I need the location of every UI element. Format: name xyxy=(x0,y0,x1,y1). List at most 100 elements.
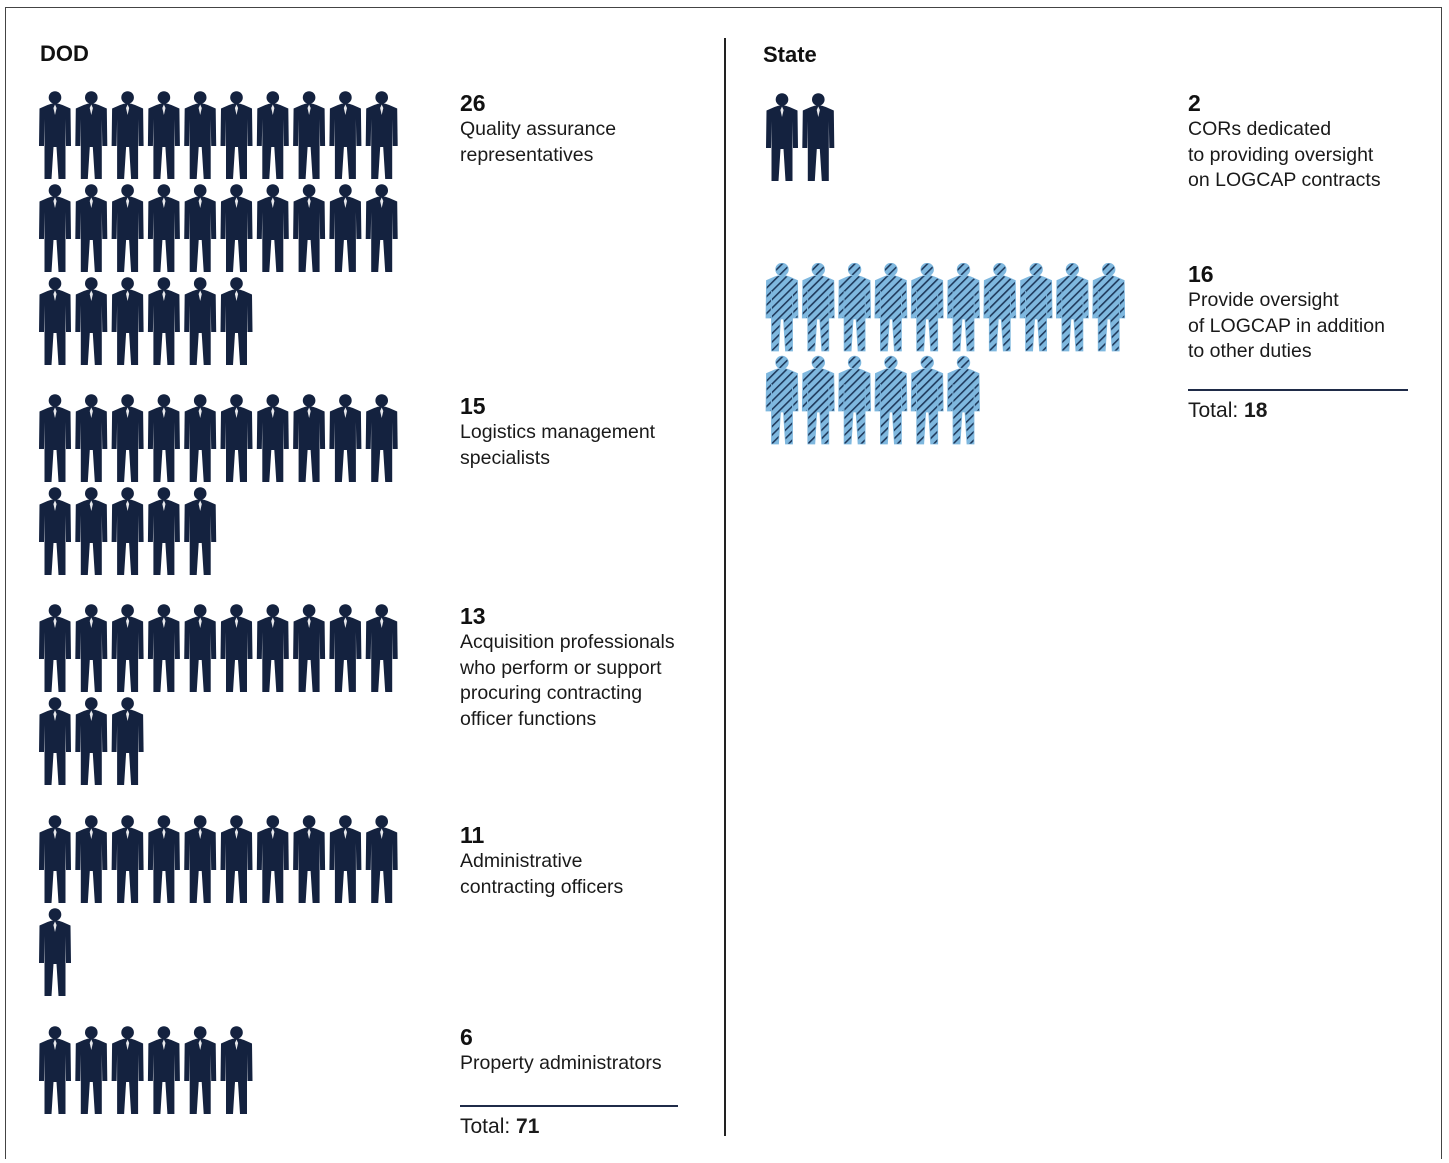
person-icon xyxy=(765,263,799,352)
person-icon xyxy=(220,394,253,482)
person-icon xyxy=(147,184,180,272)
person-icon xyxy=(39,277,71,365)
person-icon-grid xyxy=(39,815,398,996)
state-total-rule xyxy=(1188,389,1408,391)
dod-group-qa-legend: 26 Quality assurance representatives xyxy=(460,89,616,168)
person-icon xyxy=(147,604,180,692)
dod-total-value: 71 xyxy=(516,1115,540,1138)
person-icon xyxy=(293,91,326,179)
dod-group-acquisition-count: 13 xyxy=(460,603,486,629)
person-icon-grid xyxy=(766,93,835,181)
person-icon xyxy=(75,815,108,903)
person-icon xyxy=(39,91,71,179)
person-icon xyxy=(947,355,980,445)
person-icon xyxy=(329,184,362,272)
person-icon xyxy=(220,277,253,365)
person-icon xyxy=(111,1026,144,1114)
dod-group-logistics-label: Logistics management specialists xyxy=(460,421,656,469)
person-icon xyxy=(75,487,108,575)
dod-group-qa-icons xyxy=(38,91,399,367)
state-group-cors-count: 2 xyxy=(1188,90,1201,116)
person-icon xyxy=(184,1026,217,1114)
dod-group-aco-label: Administrative contracting officers xyxy=(460,850,624,898)
person-icon xyxy=(147,277,180,365)
column-divider xyxy=(724,38,726,1136)
person-icon xyxy=(910,263,944,352)
dod-group-aco-legend: 11 Administrative contracting officers xyxy=(460,821,623,900)
state-total-label: Total: xyxy=(1188,399,1239,422)
dod-group-property-count: 6 xyxy=(460,1024,473,1050)
person-icon xyxy=(147,394,180,482)
person-icon xyxy=(293,394,326,482)
person-icon xyxy=(147,1026,180,1114)
person-icon xyxy=(801,355,835,445)
person-icon xyxy=(111,697,144,785)
person-icon xyxy=(111,91,144,179)
person-icon xyxy=(184,184,217,272)
person-icon xyxy=(111,815,144,903)
person-icon xyxy=(147,91,180,179)
dod-title: DOD xyxy=(40,41,89,66)
person-icon xyxy=(75,394,108,482)
person-icon xyxy=(838,263,872,352)
person-icon xyxy=(39,1026,71,1114)
person-icon xyxy=(39,487,71,575)
state-group-other-duties-legend: 16 Provide oversight of LOGCAP in additi… xyxy=(1188,260,1385,365)
person-icon xyxy=(39,697,71,785)
person-icon xyxy=(983,263,1017,352)
person-icon xyxy=(184,394,217,482)
person-icon xyxy=(256,394,289,482)
person-icon xyxy=(365,184,398,272)
person-icon xyxy=(256,184,289,272)
person-icon xyxy=(329,815,362,903)
state-total: Total: 18 xyxy=(1188,399,1267,423)
person-icon xyxy=(329,91,362,179)
person-icon xyxy=(1019,263,1053,352)
dod-group-acquisition-legend: 13 Acquisition professionals who perform… xyxy=(460,602,675,732)
person-icon xyxy=(220,184,253,272)
person-icon xyxy=(947,263,980,352)
person-icon xyxy=(802,93,835,181)
person-icon xyxy=(111,487,144,575)
dod-total-label: Total: xyxy=(460,1115,511,1138)
person-icon xyxy=(766,93,798,181)
person-icon xyxy=(75,1026,108,1114)
person-icon-grid xyxy=(39,91,398,365)
state-total-value: 18 xyxy=(1244,399,1268,422)
figure-frame xyxy=(5,7,1442,1159)
person-icon xyxy=(293,815,326,903)
person-icon xyxy=(184,91,217,179)
person-icon-grid xyxy=(765,263,1126,445)
person-icon xyxy=(39,908,71,996)
state-title: State xyxy=(763,42,817,67)
person-icon xyxy=(39,604,71,692)
dod-group-acquisition-label: Acquisition professionals who perform or… xyxy=(460,631,675,730)
person-icon-grid xyxy=(39,394,398,575)
person-icon-grid xyxy=(39,1026,253,1114)
state-group-other-duties-count: 16 xyxy=(1188,261,1214,287)
person-icon xyxy=(39,184,71,272)
person-icon xyxy=(39,394,71,482)
person-icon xyxy=(220,604,253,692)
person-icon xyxy=(75,91,108,179)
person-icon xyxy=(111,184,144,272)
person-icon xyxy=(184,815,217,903)
person-icon xyxy=(365,604,398,692)
dod-group-acquisition-icons xyxy=(38,604,399,787)
dod-group-logistics-count: 15 xyxy=(460,393,486,419)
dod-total: Total: 71 xyxy=(460,1115,539,1139)
person-icon xyxy=(765,355,799,445)
state-group-cors-icons xyxy=(765,93,836,183)
dod-group-logistics-icons xyxy=(38,394,399,577)
person-icon xyxy=(39,815,71,903)
person-icon xyxy=(801,263,835,352)
person-icon xyxy=(256,91,289,179)
person-icon xyxy=(147,815,180,903)
person-icon xyxy=(838,355,872,445)
dod-group-logistics-legend: 15 Logistics management specialists xyxy=(460,392,655,471)
person-icon xyxy=(329,604,362,692)
person-icon xyxy=(293,184,326,272)
person-icon xyxy=(910,355,944,445)
person-icon xyxy=(365,91,398,179)
person-icon xyxy=(184,277,217,365)
